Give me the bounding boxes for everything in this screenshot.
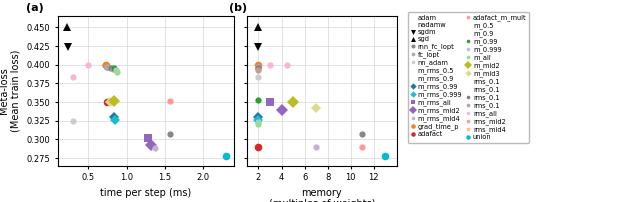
Text: (a): (a) bbox=[26, 3, 44, 13]
X-axis label: time per step (ms): time per step (ms) bbox=[100, 188, 191, 198]
Legend: adam, nadamw, sgdm, sgd, rnn_fc_lopt, fc_lopt, nn_adam, m_rms_0.5, m_rms_0.9, m_: adam, nadamw, sgdm, sgd, rnn_fc_lopt, fc… bbox=[408, 12, 529, 143]
Text: (b): (b) bbox=[229, 3, 247, 13]
Y-axis label: Meta-loss
(Mean train loss): Meta-loss (Mean train loss) bbox=[0, 50, 20, 132]
X-axis label: memory
(multiples of weights): memory (multiples of weights) bbox=[269, 188, 375, 202]
